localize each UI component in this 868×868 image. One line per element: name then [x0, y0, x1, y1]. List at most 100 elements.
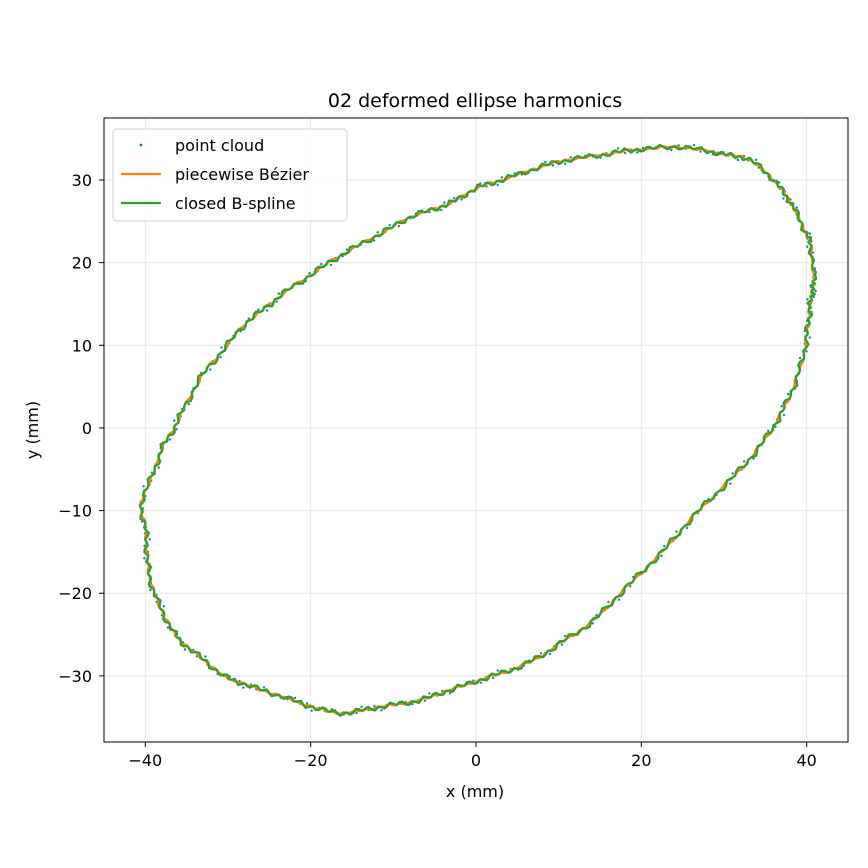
point-cloud-point	[168, 438, 172, 441]
point-cloud-point	[397, 224, 400, 228]
point-cloud-point	[452, 197, 456, 200]
point-cloud-point	[308, 272, 311, 275]
point-cloud-point	[372, 239, 376, 242]
point-cloud-point	[663, 544, 666, 548]
point-cloud-point	[623, 151, 627, 155]
point-cloud-point	[355, 711, 358, 715]
point-cloud-point	[780, 405, 783, 408]
point-cloud-point	[380, 709, 383, 712]
x-tick-label: −20	[294, 751, 328, 770]
point-cloud-point	[806, 298, 809, 301]
x-axis-label: x (mm)	[446, 782, 504, 801]
point-cloud-point	[440, 208, 443, 212]
point-cloud-point	[777, 181, 781, 184]
point-cloud-point	[629, 585, 632, 588]
point-cloud-point	[275, 300, 278, 303]
point-cloud-point	[808, 232, 811, 235]
point-cloud-point	[443, 201, 446, 204]
point-cloud-point	[460, 198, 463, 201]
point-cloud-point	[660, 554, 663, 558]
point-cloud-point	[238, 679, 241, 683]
x-tick-label: 0	[471, 751, 481, 770]
point-cloud-point	[220, 346, 223, 349]
point-cloud-point	[789, 198, 792, 201]
point-cloud-point	[345, 248, 349, 251]
point-cloud-point	[754, 158, 758, 162]
point-cloud-point	[388, 223, 391, 227]
point-cloud-point	[699, 150, 702, 153]
point-cloud-point	[774, 425, 777, 429]
grid	[104, 118, 848, 742]
x-tick-label: −40	[128, 751, 162, 770]
point-cloud-point	[729, 482, 732, 485]
point-cloud-point	[479, 681, 483, 684]
point-cloud-point	[548, 652, 552, 656]
x-tick-label: 20	[631, 751, 651, 770]
point-cloud-point	[560, 643, 564, 646]
point-cloud-point	[616, 147, 620, 150]
point-cloud-point	[752, 457, 755, 460]
legend-box	[112, 128, 348, 222]
point-cloud-point	[806, 245, 809, 248]
point-cloud-point	[731, 472, 734, 475]
point-cloud-point	[564, 162, 567, 165]
legend-swatch-point-cloud	[139, 143, 143, 147]
y-tick-label: 10	[72, 336, 92, 355]
y-tick-label: −20	[58, 584, 92, 603]
y-tick-label: 0	[82, 419, 92, 438]
y-tick-label: −10	[58, 502, 92, 521]
point-cloud-point	[173, 419, 176, 422]
point-cloud-point	[757, 166, 761, 169]
point-cloud-point	[736, 158, 740, 162]
point-cloud-point	[685, 526, 689, 530]
ticks: −40 −20 0 20 40 −30 −20 −10 0 10 20 30	[58, 171, 817, 770]
point-cloud-point	[692, 143, 696, 147]
point-cloud-point	[305, 702, 309, 705]
point-cloud-point	[209, 368, 212, 371]
legend-label-piecewise-bezier: piecewise Bézier	[175, 165, 309, 184]
point-cloud-point	[310, 709, 313, 712]
point-cloud-point	[242, 686, 245, 689]
point-cloud-point	[670, 148, 673, 152]
point-cloud-point	[496, 669, 499, 672]
y-tick-label: 30	[72, 171, 92, 190]
point-cloud-point	[143, 544, 146, 548]
point-cloud-point	[563, 634, 567, 638]
y-tick-label: 20	[72, 254, 92, 273]
point-cloud-point	[262, 686, 266, 689]
chart-title: 02 deformed ellipse harmonics	[328, 90, 622, 112]
point-cloud-point	[148, 538, 151, 541]
legend: point cloud piecewise Bézier closed B-sp…	[112, 128, 348, 222]
point-cloud-point	[569, 156, 572, 159]
point-cloud-point	[143, 557, 146, 560]
point-cloud-point	[376, 231, 379, 234]
closed-b-spline-line	[138, 143, 818, 717]
point-cloud-point	[782, 197, 785, 200]
series-layer	[138, 143, 818, 717]
point-cloud-point	[257, 308, 260, 311]
point-cloud-point	[805, 350, 808, 353]
point-cloud-point	[500, 176, 504, 179]
point-cloud-point	[373, 705, 376, 708]
point-cloud-point	[641, 146, 645, 150]
point-cloud-point	[162, 605, 166, 608]
point-cloud-point	[795, 206, 798, 209]
point-cloud-point	[428, 692, 431, 695]
point-cloud-point	[448, 691, 452, 695]
point-cloud-point	[492, 676, 495, 680]
point-cloud-point	[183, 648, 187, 651]
point-cloud-point	[187, 403, 190, 406]
point-cloud-point	[798, 356, 802, 360]
point-cloud-point	[320, 262, 323, 266]
point-cloud-point	[766, 429, 770, 433]
point-cloud-point	[496, 183, 499, 187]
point-cloud-point	[617, 598, 621, 601]
point-cloud-point	[277, 292, 281, 295]
point-cloud-point	[675, 530, 678, 533]
point-cloud-point	[472, 679, 475, 682]
point-cloud-point	[782, 413, 786, 417]
point-cloud-point	[808, 336, 811, 339]
point-cloud-point	[149, 588, 152, 592]
point-cloud-point	[591, 622, 594, 625]
